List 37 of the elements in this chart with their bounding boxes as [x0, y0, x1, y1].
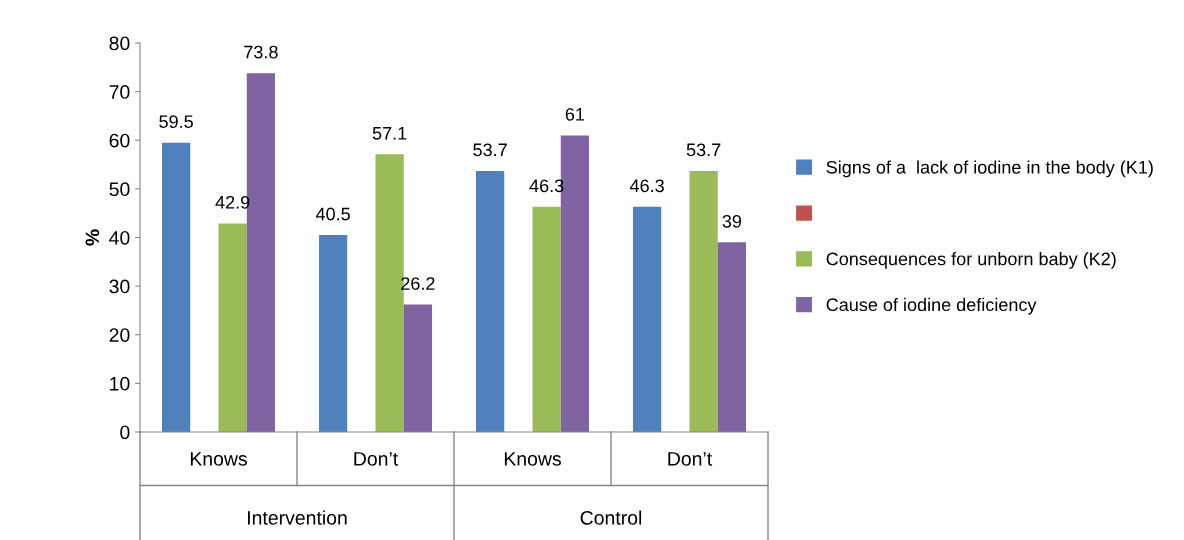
text: Control: [580, 510, 642, 525]
data-label: 57.1: [372, 127, 407, 140]
x-tick-label: Knows: [504, 452, 561, 466]
y-tick-label: 60: [109, 133, 130, 148]
data-label: 39: [722, 214, 742, 228]
text: Intervention: [248, 510, 347, 525]
y-tick-label: 20: [109, 328, 130, 342]
bar: [161, 142, 191, 432]
data-label: 46.3: [629, 179, 664, 193]
x-tick-label: Don’t: [354, 452, 399, 466]
y-tick-label: 30: [109, 279, 130, 294]
y-tick-label: 0: [120, 425, 130, 440]
x-tick-label: Knows: [190, 452, 247, 466]
x-tick-label: Don’t: [668, 452, 713, 466]
bar: [689, 170, 718, 432]
data-label: 53.7: [686, 143, 721, 157]
legend-label: Consequences for unborn baby (K2): [826, 252, 1116, 269]
data-label: 40.5: [315, 207, 350, 221]
bar: [475, 170, 505, 432]
bar: [403, 304, 433, 432]
legend-label: Signs of a lack of iodine in the body (K1): [826, 160, 1153, 178]
y-axis-title: %: [85, 229, 100, 246]
y-tick-label: 40: [109, 230, 130, 245]
bar: [632, 206, 662, 432]
bar: [318, 235, 348, 432]
data-label: 73.8: [244, 45, 278, 59]
y-tick-label: 10: [110, 376, 130, 391]
y-tick-label: 70: [109, 85, 130, 99]
data-label: 59.5: [159, 115, 193, 128]
bar: [532, 206, 561, 432]
bar: [717, 242, 747, 432]
data-label: 61: [565, 107, 585, 121]
data-label: 53.7: [473, 143, 507, 157]
legend-label: Cause of iodine deficiency: [826, 297, 1037, 315]
bar: [218, 223, 247, 432]
y-tick-label: 50: [109, 182, 130, 197]
y-tick-label: 80: [109, 36, 130, 51]
